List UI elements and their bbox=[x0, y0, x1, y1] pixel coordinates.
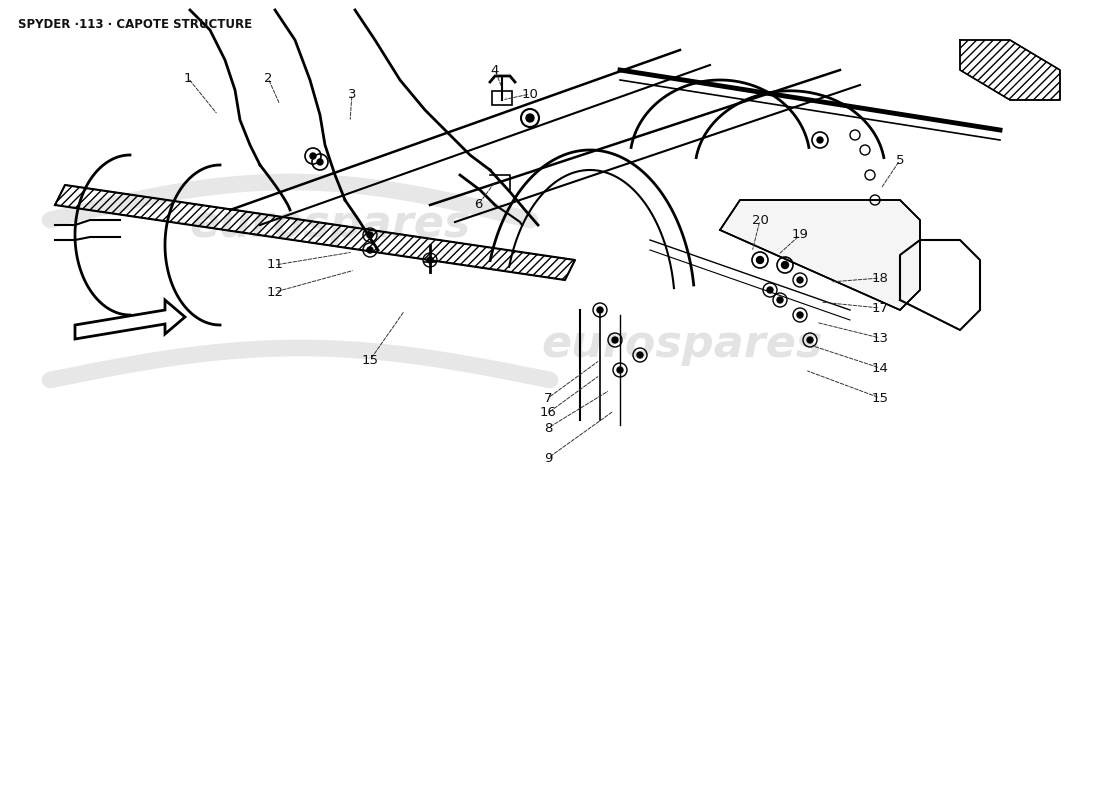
Circle shape bbox=[798, 277, 803, 283]
Text: 12: 12 bbox=[266, 286, 284, 298]
Text: 14: 14 bbox=[871, 362, 889, 374]
Circle shape bbox=[427, 257, 433, 263]
Circle shape bbox=[807, 337, 813, 343]
Circle shape bbox=[612, 337, 618, 343]
Text: eurospares: eurospares bbox=[541, 322, 823, 366]
Text: 11: 11 bbox=[266, 258, 284, 271]
Text: 15: 15 bbox=[362, 354, 378, 366]
Text: 16: 16 bbox=[540, 406, 557, 419]
Bar bbox=[492, 91, 512, 105]
Circle shape bbox=[317, 159, 323, 165]
Text: 8: 8 bbox=[543, 422, 552, 434]
Text: 4: 4 bbox=[491, 63, 499, 77]
Circle shape bbox=[367, 232, 373, 238]
Circle shape bbox=[310, 153, 316, 159]
Text: 1: 1 bbox=[184, 71, 192, 85]
Text: 18: 18 bbox=[871, 271, 889, 285]
Text: 17: 17 bbox=[871, 302, 889, 314]
Text: 3: 3 bbox=[348, 87, 356, 101]
Text: 20: 20 bbox=[751, 214, 769, 226]
Circle shape bbox=[367, 247, 373, 253]
Text: 13: 13 bbox=[871, 331, 889, 345]
Circle shape bbox=[817, 137, 823, 143]
Circle shape bbox=[617, 367, 623, 373]
Circle shape bbox=[781, 262, 789, 269]
Text: 2: 2 bbox=[264, 71, 273, 85]
Circle shape bbox=[767, 287, 773, 293]
Text: 15: 15 bbox=[871, 391, 889, 405]
Text: 5: 5 bbox=[895, 154, 904, 166]
Polygon shape bbox=[75, 300, 185, 339]
Circle shape bbox=[757, 257, 763, 263]
Circle shape bbox=[526, 114, 534, 122]
Circle shape bbox=[777, 297, 783, 303]
Text: 19: 19 bbox=[792, 229, 808, 242]
Text: 7: 7 bbox=[543, 391, 552, 405]
Circle shape bbox=[597, 307, 603, 313]
Text: eurospares: eurospares bbox=[189, 202, 471, 246]
Text: SPYDER ·113 · CAPOTE STRUCTURE: SPYDER ·113 · CAPOTE STRUCTURE bbox=[18, 18, 252, 31]
Circle shape bbox=[637, 352, 644, 358]
Text: 10: 10 bbox=[521, 87, 538, 101]
Text: 6: 6 bbox=[474, 198, 482, 211]
Polygon shape bbox=[720, 200, 920, 310]
Circle shape bbox=[798, 312, 803, 318]
Text: 9: 9 bbox=[543, 451, 552, 465]
